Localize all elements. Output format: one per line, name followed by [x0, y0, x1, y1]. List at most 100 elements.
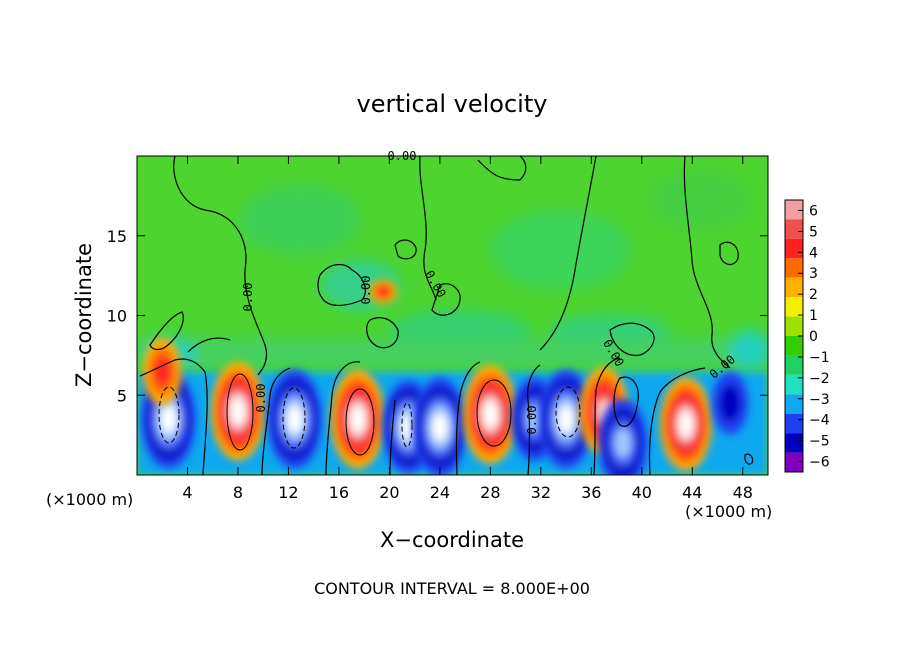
- contour-line: [261, 367, 291, 475]
- colorbar-swatch: [785, 258, 803, 278]
- contour-line: [455, 361, 481, 475]
- velocity-cell: [598, 398, 648, 475]
- contour-line: [401, 402, 413, 448]
- x-tick-label: 32: [531, 483, 551, 502]
- colorbar-swatch: [785, 452, 803, 472]
- y-tick-label: 15: [107, 227, 127, 246]
- contour-line: [539, 156, 597, 351]
- velocity-cell: [711, 372, 749, 435]
- colorbar-tick-label: 6: [809, 203, 818, 219]
- x-tick-label: 36: [581, 483, 601, 502]
- contour-line: [613, 376, 639, 427]
- contour-label: 0.00: [525, 406, 539, 435]
- contour-line: [226, 373, 254, 451]
- x-tick-label: 48: [733, 483, 753, 502]
- colorbar-swatch: [785, 433, 803, 453]
- contour-line: [648, 367, 706, 475]
- contour-line: [389, 399, 396, 475]
- colorbar-swatch: [785, 316, 803, 336]
- colorbar-tick-label: 3: [809, 266, 818, 282]
- colorbar-tick-label: −5: [809, 434, 830, 450]
- contour-line: [477, 156, 527, 181]
- contour-label: 0.00: [388, 149, 417, 163]
- contour-label: 0.00: [359, 276, 373, 305]
- x-tick-label: 40: [632, 483, 652, 502]
- velocity-cell: [463, 364, 518, 464]
- contour-line: [593, 357, 621, 475]
- x-axis-label: X−coordinate: [380, 528, 524, 552]
- contour-line: [173, 156, 268, 376]
- x-tick-label: 24: [430, 483, 450, 502]
- velocity-cell: [142, 337, 182, 406]
- contour-line: [476, 379, 512, 447]
- x-axis: 4 8 12 16 20 24 28 32 36 40 44 48: [182, 156, 753, 502]
- colorbar-swatch: [785, 336, 803, 356]
- contour-line: [719, 241, 739, 265]
- plot-area: 0.000.000.00 0.000.000.00 0.000.00: [136, 149, 769, 476]
- colorbar-swatch: [785, 394, 803, 414]
- contour-line: [431, 283, 461, 316]
- y-tick-label: 5: [117, 386, 127, 405]
- contour-line: [609, 322, 655, 357]
- contour-label: 0.00: [241, 283, 255, 312]
- x-tick-label: 44: [682, 483, 702, 502]
- colorbar-swatch: [785, 219, 803, 239]
- velocity-cell: [538, 369, 594, 469]
- colorbar-swatch: [785, 297, 803, 317]
- contour-line: [149, 311, 184, 351]
- x-tick-label: 4: [182, 483, 192, 502]
- colorbar-swatch: [785, 200, 803, 220]
- y-axis-label: Z−coordinate: [72, 243, 96, 387]
- contour-line: [345, 388, 375, 456]
- velocity-cell: [330, 369, 386, 469]
- colorbar-swatch: [785, 238, 803, 259]
- colorbar-swatch: [785, 413, 803, 434]
- y-tick-label: 10: [107, 307, 127, 326]
- contour-line: [744, 453, 754, 465]
- contour-line: [282, 387, 306, 449]
- colorbar-tick-label: −4: [809, 413, 830, 429]
- zero-contours: [139, 156, 754, 475]
- colorbar-tick-label: 2: [809, 287, 818, 303]
- colorbar-swatch: [785, 374, 803, 395]
- colorbar-tick-label: −1: [809, 350, 830, 366]
- contour-interval-note: CONTOUR INTERVAL = 8.000E+00: [314, 579, 590, 598]
- contour-line: [527, 364, 541, 475]
- colorbar-tick-label: −6: [809, 455, 830, 471]
- contour-line: [394, 239, 417, 260]
- chart-title: vertical velocity: [357, 90, 548, 118]
- contour-line: [317, 264, 366, 306]
- contour-line: [187, 337, 231, 353]
- velocity-cell: [659, 377, 712, 471]
- x-tick-label: 12: [278, 483, 298, 502]
- colorbar-swatch: [785, 355, 803, 375]
- contour-line: [555, 386, 581, 438]
- contour-line: [366, 317, 399, 349]
- inner-contours: [158, 373, 581, 456]
- velocity-cell: [267, 369, 323, 469]
- velocity-cell: [210, 361, 266, 461]
- x-unit-left: (×1000 m): [46, 490, 133, 509]
- x-tick-label: 16: [329, 483, 349, 502]
- x-unit-right: (×1000 m): [685, 502, 772, 521]
- velocity-cell: [369, 279, 398, 304]
- x-tick-label: 28: [480, 483, 500, 502]
- colorbar-tick-label: 1: [809, 308, 818, 324]
- y-axis: 5 10 15: [107, 227, 768, 405]
- colorbar-tick-label: 5: [809, 224, 818, 240]
- contour-line: [419, 156, 437, 301]
- velocity-cell: [412, 377, 468, 475]
- colorbar-tick-label: 0: [809, 329, 818, 345]
- contour-line: [683, 156, 731, 369]
- x-tick-label: 20: [379, 483, 399, 502]
- colorbar-tick-label: 4: [809, 245, 818, 261]
- contour-line: [325, 361, 361, 475]
- colorbar: 6 5 4 3 2 1 0 −1 −2 −3 −4 −5 −6: [784, 199, 830, 473]
- contour-line: [139, 358, 208, 475]
- x-tick-label: 8: [233, 483, 243, 502]
- colorbar-tick-label: −2: [809, 371, 830, 387]
- contour-label: 0.00: [254, 384, 268, 413]
- contour-line: [158, 386, 180, 444]
- colorbar-swatch: [785, 277, 803, 298]
